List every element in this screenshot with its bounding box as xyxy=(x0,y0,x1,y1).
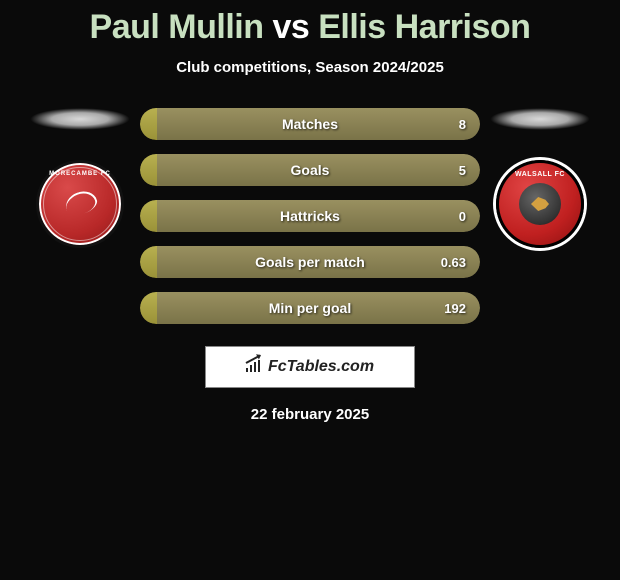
right-column: WALSALL FC xyxy=(480,108,600,248)
fctables-logo: FcTables.com xyxy=(205,346,415,388)
chart-icon xyxy=(246,360,264,374)
swift-icon xyxy=(519,183,561,225)
stat-value-right: 192 xyxy=(444,301,466,316)
badge-left-text: MORECAMBE FC xyxy=(39,171,121,177)
badge-right-text: WALSALL FC xyxy=(499,171,581,178)
subtitle: Club competitions, Season 2024/2025 xyxy=(0,59,620,76)
player2-placeholder-shadow xyxy=(490,108,590,130)
stat-label: Min per goal xyxy=(140,300,480,316)
stat-value-right: 8 xyxy=(459,117,466,132)
stat-value-right: 5 xyxy=(459,163,466,178)
stat-label: Hattricks xyxy=(140,208,480,224)
stat-label: Goals xyxy=(140,162,480,178)
left-column: MORECAMBE FC xyxy=(20,108,140,248)
stat-value-right: 0.63 xyxy=(441,255,466,270)
stat-value-right: 0 xyxy=(459,209,466,224)
stats-column: Matches8Goals5Hattricks0Goals per match0… xyxy=(140,108,480,324)
logo-text: FcTables.com xyxy=(268,358,374,376)
player1-placeholder-shadow xyxy=(30,108,130,130)
comparison-title: Paul Mullin vs Ellis Harrison xyxy=(0,0,620,47)
stat-bar: Min per goal192 xyxy=(140,292,480,324)
stat-label: Matches xyxy=(140,116,480,132)
stat-bar: Matches8 xyxy=(140,108,480,140)
stat-bar: Hattricks0 xyxy=(140,200,480,232)
stat-label: Goals per match xyxy=(140,254,480,270)
stat-bar: Goals per match0.63 xyxy=(140,246,480,278)
player2-name: Ellis Harrison xyxy=(318,8,530,46)
vs-text: vs xyxy=(272,8,309,46)
club-badge-right: WALSALL FC xyxy=(496,160,584,248)
date-text: 22 february 2025 xyxy=(0,406,620,423)
club-badge-left: MORECAMBE FC xyxy=(36,160,124,248)
player1-name: Paul Mullin xyxy=(90,8,264,46)
shrimp-icon xyxy=(63,190,97,218)
stat-bar: Goals5 xyxy=(140,154,480,186)
content-area: MORECAMBE FC Matches8 Goals5 Hattricks0 Goa… xyxy=(0,108,620,324)
